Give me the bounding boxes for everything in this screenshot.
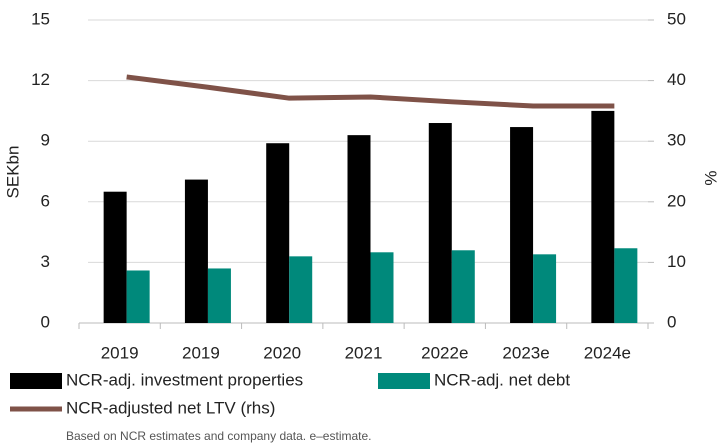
legend-label: NCR-adj. investment properties [66,370,303,389]
y2-tick-label: 20 [667,191,686,210]
line-series [126,74,615,109]
x-tick-label: 2022e [421,343,468,362]
x-tick-label: 2020 [263,343,301,362]
x-tick-label: 2019 [182,343,220,362]
bar [428,123,452,324]
legend-label: NCR-adj. net debt [434,370,570,389]
footnote: Based on NCR estimates and company data.… [66,429,372,443]
x-tick-label: 2023e [502,343,549,362]
x-tick-label: 2024e [584,343,631,362]
bar [126,270,150,323]
bar [451,250,475,323]
y2-tick-label: 10 [667,252,686,271]
legend-swatch [378,373,430,389]
y-tick-label: 12 [31,70,50,89]
y-tick-label: 6 [41,191,50,210]
y2-tick-label: 0 [667,312,676,331]
bar [103,191,127,323]
bar [591,110,615,324]
bar [207,268,231,323]
bar [347,135,371,323]
bar [533,254,557,323]
y-tick-label: 9 [41,131,50,150]
legend-swatch [10,373,62,389]
bar [266,143,290,323]
y2-axis-label: % [701,170,720,185]
x-tick-label: 2021 [345,343,383,362]
bar [184,179,208,323]
y-axis-label: SEKbn [3,146,22,199]
bar [614,248,638,323]
x-tick-label: 2019 [101,343,139,362]
y2-tick-label: 30 [667,131,686,150]
legend-label: NCR-adjusted net LTV (rhs) [66,398,275,417]
y2-tick-label: 50 [667,9,686,28]
y2-tick-label: 40 [667,70,686,89]
bar [510,127,534,323]
y-tick-label: 0 [41,312,50,331]
y-tick-label: 3 [41,252,50,271]
y-tick-label: 15 [31,9,50,28]
bar [370,252,394,323]
bar [289,256,313,323]
